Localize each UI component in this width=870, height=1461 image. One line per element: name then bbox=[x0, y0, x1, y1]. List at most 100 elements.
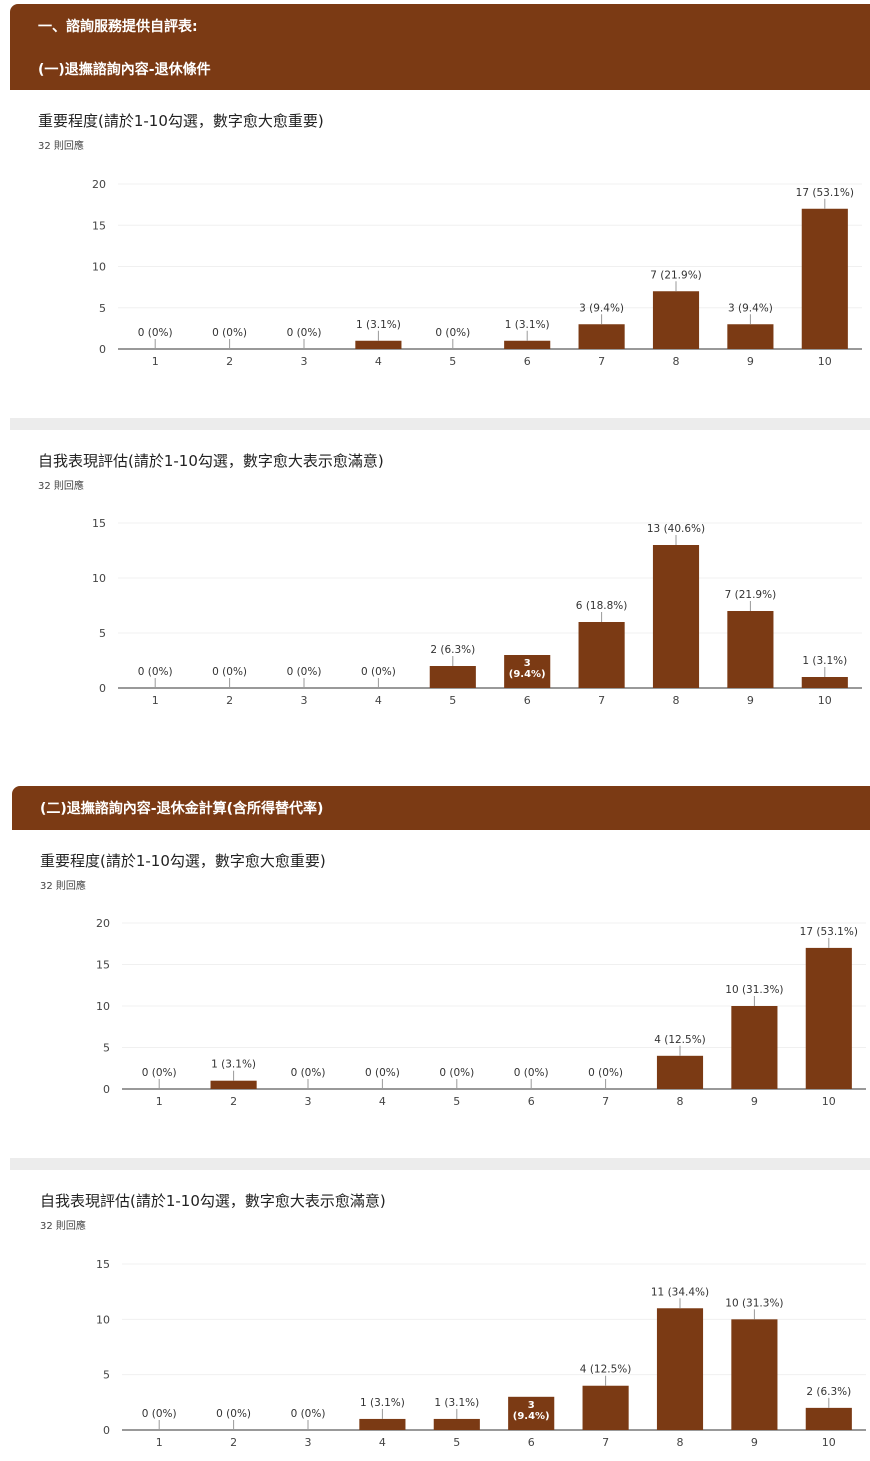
bar bbox=[355, 340, 402, 349]
x-tick-label: 8 bbox=[673, 355, 680, 368]
bar bbox=[504, 655, 551, 688]
x-tick-label: 3 bbox=[305, 1095, 312, 1108]
data-label: 1 (3.1%) bbox=[211, 1059, 256, 1071]
x-tick-label: 4 bbox=[379, 1095, 386, 1108]
data-label: 6 (18.8%) bbox=[576, 600, 628, 612]
bar bbox=[801, 208, 848, 349]
x-tick-label: 2 bbox=[226, 694, 233, 707]
question-title: 重要程度(請於1-10勾選，數字愈大愈重要) bbox=[38, 112, 324, 130]
card-divider bbox=[10, 1158, 870, 1170]
bar bbox=[731, 1006, 778, 1089]
data-label: 3 (9.4%) bbox=[579, 302, 624, 314]
x-tick-label: 2 bbox=[226, 355, 233, 368]
y-tick-label: 5 bbox=[99, 627, 106, 640]
data-label: 17 (53.1%) bbox=[800, 926, 858, 938]
x-tick-label: 7 bbox=[602, 1436, 609, 1449]
x-tick-label: 7 bbox=[598, 694, 605, 707]
response-count: 32 則回應 bbox=[40, 1221, 86, 1232]
bar bbox=[504, 340, 551, 349]
x-tick-label: 1 bbox=[156, 1095, 163, 1108]
data-label: 10 (31.3%) bbox=[725, 984, 783, 996]
y-tick-label: 20 bbox=[96, 917, 110, 930]
bar bbox=[727, 324, 774, 349]
data-label: 7 (21.9%) bbox=[725, 589, 777, 601]
x-tick-label: 10 bbox=[818, 694, 832, 707]
x-tick-label: 9 bbox=[747, 355, 754, 368]
x-tick-label: 2 bbox=[230, 1436, 237, 1449]
x-tick-label: 1 bbox=[156, 1436, 163, 1449]
bar bbox=[805, 1407, 852, 1430]
data-label: 0 (0%) bbox=[216, 1408, 251, 1420]
data-label: 4 (12.5%) bbox=[580, 1364, 632, 1376]
data-label: (9.4%) bbox=[509, 669, 546, 680]
data-label: 0 (0%) bbox=[287, 666, 322, 678]
x-tick-label: 6 bbox=[528, 1095, 535, 1108]
x-tick-label: 6 bbox=[528, 1436, 535, 1449]
x-tick-label: 9 bbox=[751, 1436, 758, 1449]
y-tick-label: 15 bbox=[92, 219, 106, 232]
section-header: 一、諮詢服務提供自評表: bbox=[10, 4, 870, 48]
data-label: 3 bbox=[524, 658, 531, 669]
x-tick-label: 3 bbox=[301, 694, 308, 707]
x-tick-label: 6 bbox=[524, 355, 531, 368]
x-tick-label: 9 bbox=[747, 694, 754, 707]
x-tick-label: 4 bbox=[379, 1436, 386, 1449]
data-label: (9.4%) bbox=[513, 1411, 550, 1422]
y-tick-label: 15 bbox=[92, 517, 106, 530]
bar bbox=[801, 677, 848, 688]
x-tick-label: 5 bbox=[449, 694, 456, 707]
data-label: 11 (34.4%) bbox=[651, 1286, 709, 1298]
bar bbox=[727, 611, 774, 688]
data-label: 0 (0%) bbox=[365, 1067, 400, 1079]
y-tick-label: 10 bbox=[92, 261, 106, 274]
x-tick-label: 8 bbox=[673, 694, 680, 707]
data-label: 0 (0%) bbox=[142, 1067, 177, 1079]
y-tick-label: 20 bbox=[92, 178, 106, 191]
data-label: 7 (21.9%) bbox=[650, 269, 702, 281]
data-label: 3 (9.4%) bbox=[728, 302, 773, 314]
y-tick-label: 5 bbox=[103, 1369, 110, 1382]
x-tick-label: 1 bbox=[152, 694, 159, 707]
data-label: 0 (0%) bbox=[291, 1067, 326, 1079]
bar bbox=[805, 947, 852, 1089]
bar-chart: 0 5 10 15 1 0 (0%) 2 0 (0%) 3 0 (0%) 4 0 (0%) 5 2 (6.… bbox=[92, 517, 862, 707]
data-label: 4 (12.5%) bbox=[654, 1034, 706, 1046]
data-label: 0 (0%) bbox=[435, 327, 470, 339]
x-tick-label: 10 bbox=[818, 355, 832, 368]
data-label: 0 (0%) bbox=[291, 1408, 326, 1420]
bar bbox=[210, 1080, 257, 1089]
x-tick-label: 10 bbox=[822, 1436, 836, 1449]
x-tick-label: 8 bbox=[677, 1095, 684, 1108]
x-tick-label: 4 bbox=[375, 694, 382, 707]
x-tick-label: 1 bbox=[152, 355, 159, 368]
x-tick-label: 6 bbox=[524, 694, 531, 707]
x-tick-label: 7 bbox=[598, 355, 605, 368]
x-tick-label: 5 bbox=[449, 355, 456, 368]
data-label: 3 bbox=[528, 1400, 535, 1411]
y-tick-label: 10 bbox=[96, 1313, 110, 1326]
x-tick-label: 5 bbox=[453, 1095, 460, 1108]
response-count: 32 則回應 bbox=[40, 881, 86, 892]
data-label: 0 (0%) bbox=[138, 666, 173, 678]
data-label: 0 (0%) bbox=[361, 666, 396, 678]
bar bbox=[429, 666, 476, 688]
y-tick-label: 5 bbox=[99, 302, 106, 315]
bar bbox=[508, 1396, 555, 1430]
bar bbox=[652, 291, 700, 349]
bar-chart: 0 5 10 15 20 1 0 (0%) 2 0 (0%) 3 0 (0%) 4 1 (3.1%) 5 0… bbox=[92, 178, 862, 368]
bar bbox=[731, 1319, 778, 1430]
x-tick-label: 7 bbox=[602, 1095, 609, 1108]
data-label: 2 (6.3%) bbox=[430, 644, 475, 656]
x-tick-label: 3 bbox=[305, 1436, 312, 1449]
data-label: 1 (3.1%) bbox=[505, 319, 550, 331]
data-label: 0 (0%) bbox=[212, 666, 247, 678]
data-label: 0 (0%) bbox=[287, 327, 322, 339]
x-tick-label: 9 bbox=[751, 1095, 758, 1108]
bar bbox=[433, 1418, 480, 1430]
data-label: 0 (0%) bbox=[138, 327, 173, 339]
card-divider bbox=[10, 418, 870, 430]
subsection-header: (一)退撫諮詢內容-退休條件 bbox=[10, 48, 870, 90]
x-tick-label: 4 bbox=[375, 355, 382, 368]
bar bbox=[359, 1418, 406, 1430]
subsection-header: (二)退撫諮詢內容-退休金計算(含所得替代率) bbox=[12, 786, 870, 830]
